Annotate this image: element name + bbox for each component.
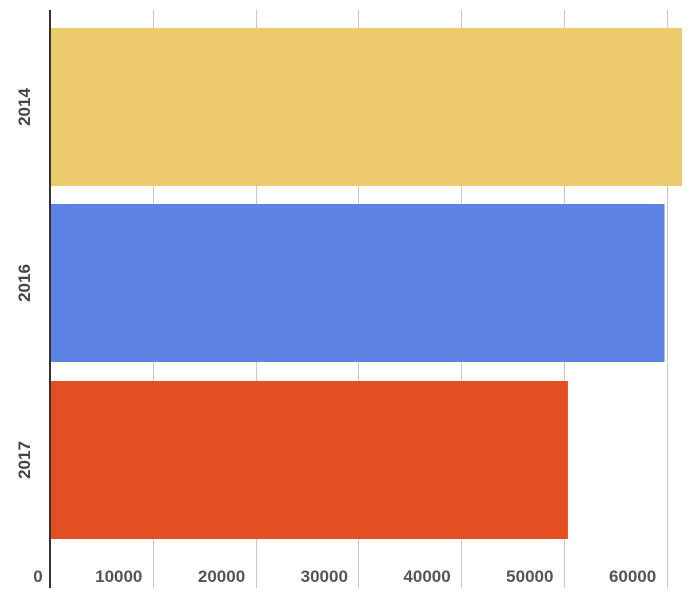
bar-2014 xyxy=(50,28,682,186)
y-tick-labels: 2014 2016 2017 xyxy=(15,88,34,479)
x-tick-label: 40000 xyxy=(403,567,450,586)
y-tick-label: 2016 xyxy=(15,264,34,302)
x-tick-label: 20000 xyxy=(198,567,245,586)
x-tick-label: 30000 xyxy=(301,567,348,586)
x-tick-labels: 0 10000 20000 30000 40000 50000 60000 xyxy=(33,567,656,586)
x-tick-label: 0 xyxy=(33,567,42,586)
x-tick-label: 10000 xyxy=(95,567,142,586)
x-tick-label: 50000 xyxy=(506,567,553,586)
bar-2016 xyxy=(50,204,665,362)
bar-2017 xyxy=(50,381,568,539)
y-tick-label: 2014 xyxy=(15,88,34,126)
y-tick-label: 2017 xyxy=(15,441,34,479)
x-tick-label: 60000 xyxy=(609,567,656,586)
bars xyxy=(50,28,682,539)
